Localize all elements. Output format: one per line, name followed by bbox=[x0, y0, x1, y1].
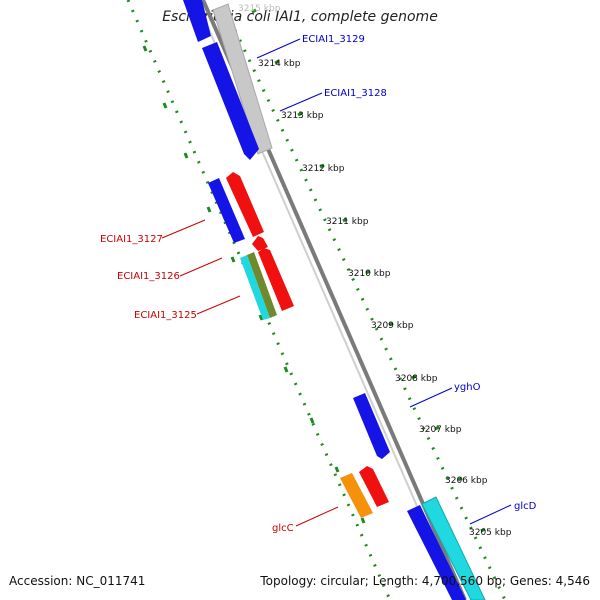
tick-3213: 3213 kbp bbox=[281, 111, 324, 121]
tick-3209: 3209 kbp bbox=[371, 321, 414, 331]
label-ECIAI1_3128: ECIAI1_3128 bbox=[324, 88, 387, 99]
accession-text: Accession: NC_011741 bbox=[9, 574, 146, 588]
gene-ECIAI1_3127[interactable] bbox=[226, 172, 264, 237]
tick-3210: 3210 kbp bbox=[348, 269, 391, 279]
gene-ECIAI1_3129-gray[interactable] bbox=[212, 3, 273, 155]
gene-glcC-orange[interactable] bbox=[340, 473, 373, 518]
gene-labels: ECIAI1_3129 ECIAI1_3128 ECIAI1_3127 ECIA… bbox=[100, 34, 537, 534]
scale-labels: 3215 kbp 3214 kbp 3213 kbp 3212 kbp 3211… bbox=[238, 4, 512, 538]
label-ECIAI1_3127: ECIAI1_3127 bbox=[100, 234, 163, 245]
label-leaders bbox=[161, 38, 512, 527]
tick-3214: 3214 kbp bbox=[258, 59, 301, 69]
gene-ECIAI1_3129[interactable] bbox=[183, 0, 211, 42]
gene-ECIAI1_3128[interactable] bbox=[202, 42, 259, 160]
tick-3212: 3212 kbp bbox=[302, 164, 345, 174]
label-ECIAI1_3129: ECIAI1_3129 bbox=[302, 34, 365, 45]
label-glcC: glcC bbox=[272, 523, 294, 534]
tick-3206: 3206 kbp bbox=[445, 476, 488, 486]
scale-ticks bbox=[251, 8, 486, 533]
label-glcD: glcD bbox=[514, 501, 537, 512]
label-ECIAI1_3125: ECIAI1_3125 bbox=[134, 310, 197, 321]
gene-ECIAI1_3125[interactable] bbox=[258, 248, 294, 311]
gene-ECIAI1_3125-olive[interactable] bbox=[247, 252, 277, 318]
tick-3207: 3207 kbp bbox=[419, 425, 462, 435]
gene-glcD-blue[interactable] bbox=[407, 505, 466, 600]
guide-long-dashes bbox=[142, 45, 366, 524]
tick-3215: 3215 kbp bbox=[238, 4, 281, 14]
gene-yghO[interactable] bbox=[353, 393, 390, 459]
gene-ECIAI1_3125-cyan[interactable] bbox=[240, 255, 270, 320]
gene-ECIAI1_3127-blue[interactable] bbox=[208, 178, 245, 243]
gene-glcC[interactable] bbox=[359, 466, 389, 507]
gene-glcD[interactable] bbox=[421, 496, 486, 600]
topology-summary: Topology: circular; Length: 4,700,560 bp… bbox=[260, 574, 590, 588]
tick-3205: 3205 kbp bbox=[469, 528, 512, 538]
tick-3208: 3208 kbp bbox=[395, 374, 438, 384]
gene-ECIAI1_3126[interactable] bbox=[252, 236, 268, 251]
label-yghO: yghO bbox=[454, 382, 481, 393]
tick-3211: 3211 kbp bbox=[326, 217, 369, 227]
label-ECIAI1_3126: ECIAI1_3126 bbox=[117, 271, 180, 282]
